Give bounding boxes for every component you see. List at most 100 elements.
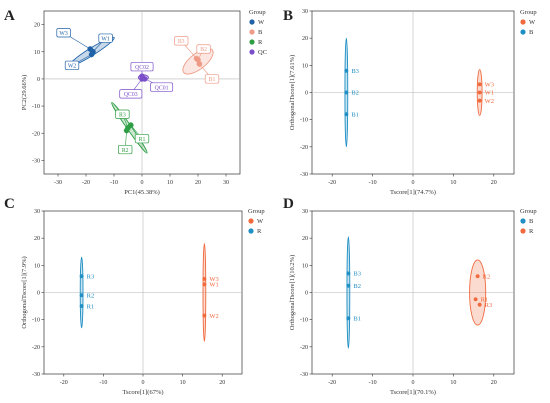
x-tick-label: -10: [110, 180, 118, 186]
x-axis-label: Tscore[1](70.1%): [390, 389, 436, 396]
legend-swatch: [520, 218, 526, 224]
confidence-ellipse: [346, 236, 351, 349]
point-label: B3: [353, 271, 361, 278]
callout-label: QC03: [124, 92, 138, 98]
point-label: B1: [351, 111, 359, 118]
callout-label: QC02: [135, 65, 149, 71]
x-tick-label: -30: [54, 180, 62, 186]
point-label: B2: [351, 90, 359, 97]
x-tick-label: 0: [141, 180, 144, 186]
y-tick-label: -30: [32, 158, 40, 164]
y-tick-label: 0: [305, 91, 308, 97]
y-axis-label: PC2(29.66%): [21, 75, 28, 111]
legend: Group BR: [520, 208, 537, 235]
callout-box: [134, 134, 150, 144]
data-point: [477, 98, 482, 103]
legend-swatch: [520, 19, 526, 25]
y-tick-label: -10: [32, 104, 40, 110]
legend-swatch: [520, 228, 526, 234]
y-tick-label: 20: [34, 23, 40, 29]
callout-label: W1: [101, 36, 109, 42]
point-label: R2: [87, 292, 95, 299]
legend-label: R: [529, 228, 534, 235]
callout-label: W3: [59, 31, 67, 37]
callout-box: [115, 109, 130, 119]
point-label: W3: [485, 82, 494, 89]
y-tick-label: -20: [300, 145, 308, 151]
panel-letter: A: [4, 8, 15, 24]
data-point: [79, 304, 84, 309]
legend-label: R: [258, 39, 263, 46]
y-tick-label: 20: [302, 236, 308, 242]
legend-swatch: [249, 19, 255, 25]
x-tick-label: 10: [450, 380, 456, 386]
y-tick-label: -30: [300, 172, 308, 178]
point-label: W3: [209, 276, 218, 283]
series-b: B3 B2 B1: [344, 37, 359, 148]
y-tick-label: 20: [302, 36, 308, 42]
legend-title: Group: [249, 9, 266, 16]
callout-label: W2: [68, 64, 76, 70]
series-b: B3 B2 B1: [346, 236, 361, 349]
x-tick-label: 20: [491, 180, 497, 186]
callout-box: [174, 36, 189, 46]
y-tick-label: -10: [300, 318, 308, 324]
x-tick-label: 20: [219, 380, 225, 386]
x-tick-label: -10: [369, 380, 377, 386]
y-tick-label: 30: [302, 209, 308, 215]
confidence-ellipse: [202, 243, 207, 342]
legend-title: Group: [520, 9, 537, 16]
y-tick-label: 0: [37, 291, 40, 297]
y-tick-label: 30: [302, 9, 308, 15]
legend-label: QC: [258, 49, 267, 56]
legend-title: Group: [248, 208, 265, 215]
point-label: B2: [353, 283, 361, 290]
callout-label: R3: [119, 112, 126, 118]
y-tick-label: -10: [32, 318, 40, 324]
legend: Group WR: [248, 208, 265, 235]
y-tick-label: -20: [300, 345, 308, 351]
x-axis-label: Tscore[1](67%): [122, 389, 163, 396]
series-qc: [137, 73, 149, 82]
callout-label: R1: [139, 137, 146, 143]
legend-swatch: [249, 49, 255, 55]
y-axis-label: OrthogonalTscore[1](7.9%): [21, 256, 28, 328]
panel-letter: C: [4, 196, 15, 212]
y-tick-label: 30: [34, 209, 40, 215]
callout-label: B3: [178, 39, 185, 45]
x-tick-label: -20: [60, 380, 68, 386]
legend-swatch: [249, 29, 255, 35]
legend: Group WB: [520, 9, 537, 36]
callout-box: [118, 144, 133, 155]
x-tick-label: 0: [412, 180, 415, 186]
legend-title: Group: [520, 208, 537, 215]
y-tick-label: 0: [305, 291, 308, 297]
point-label: W2: [485, 98, 494, 105]
x-tick-label: 10: [450, 180, 456, 186]
point-label: R3: [485, 302, 493, 309]
data-point: [344, 112, 349, 117]
x-axis-label: Tscore[1](74.7%): [390, 189, 436, 196]
x-axis-label: PC1(45.38%): [124, 189, 160, 196]
point-label: B3: [351, 68, 359, 75]
x-tick-label: 0: [142, 380, 145, 386]
x-tick-label: -20: [328, 180, 336, 186]
data-point: [202, 276, 207, 281]
callout-label: B2: [200, 47, 207, 53]
point-label: R1: [87, 303, 95, 310]
data-point: [79, 293, 84, 298]
point-label: R1: [481, 296, 489, 303]
callout-box: [196, 44, 211, 54]
callout-label: R2: [122, 148, 129, 154]
legend-swatch: [248, 228, 254, 234]
x-tick-label: 30: [223, 180, 229, 186]
legend-label: B: [529, 218, 534, 225]
legend-swatch: [520, 29, 526, 35]
data-point: [344, 90, 349, 95]
y-tick-label: -30: [300, 372, 308, 378]
data-point: [477, 82, 482, 87]
callout-box: [150, 82, 174, 92]
data-point: [202, 313, 207, 318]
